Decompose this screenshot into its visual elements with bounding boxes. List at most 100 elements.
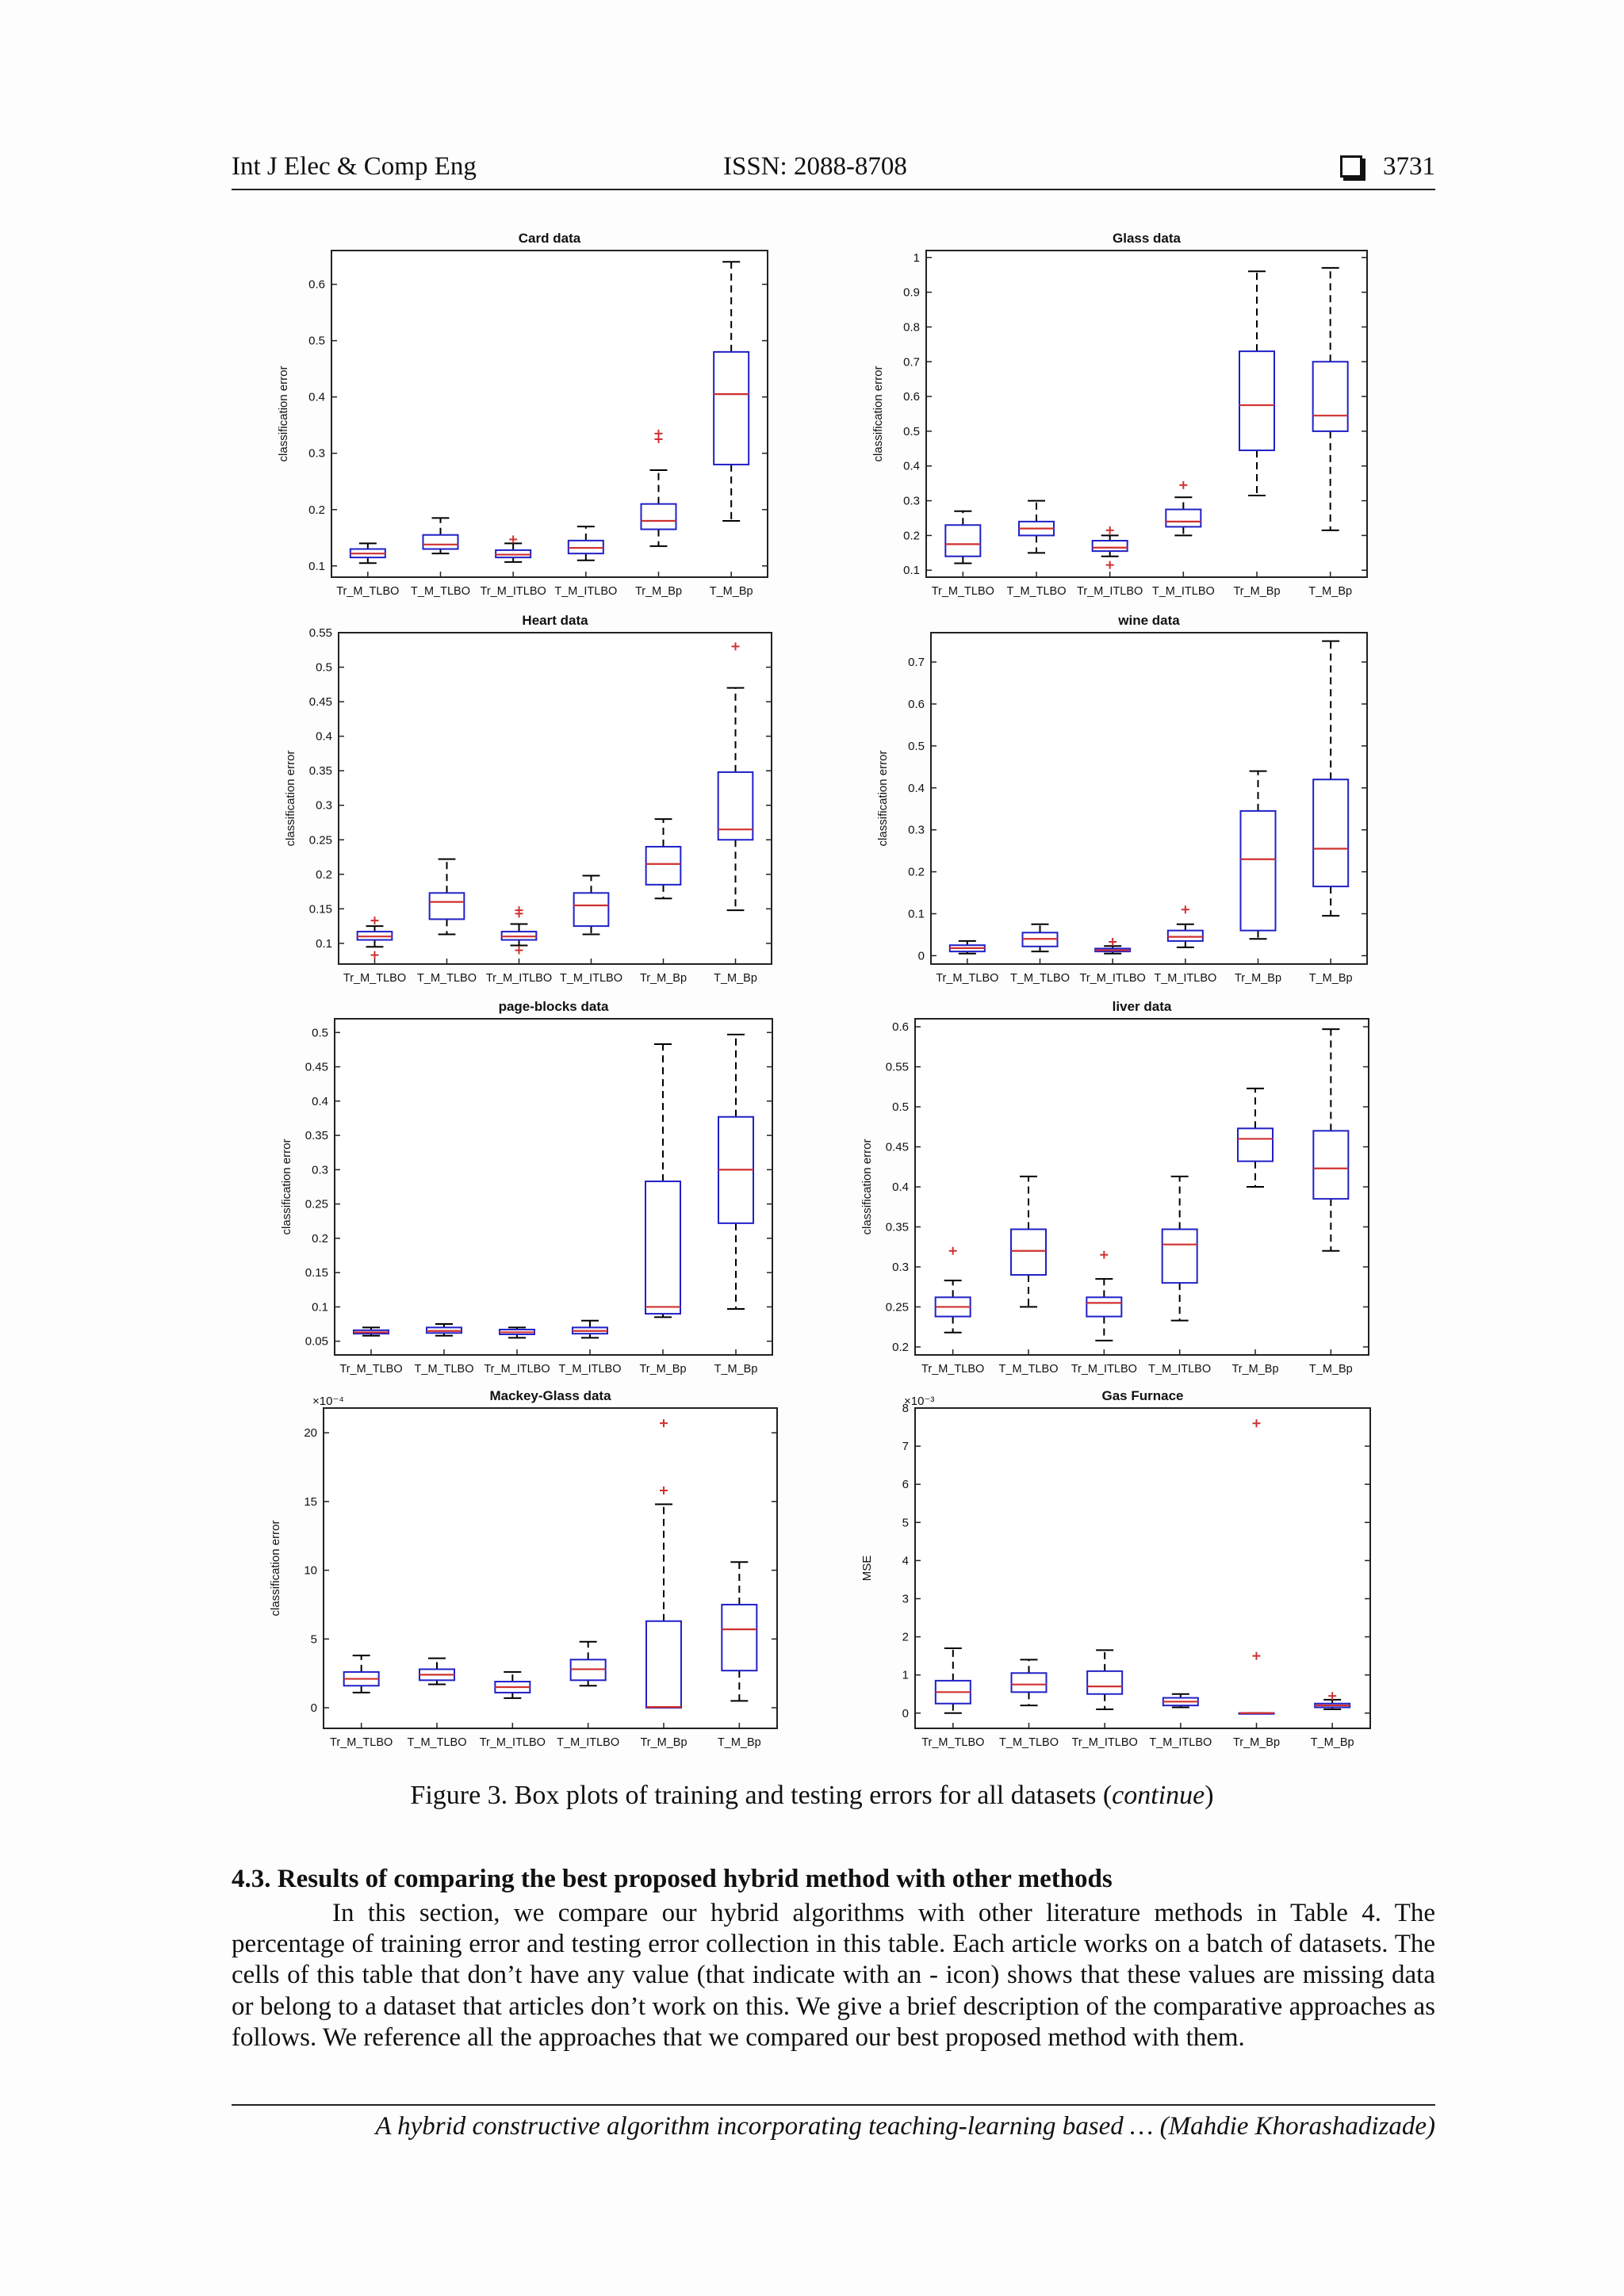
box-plot-T_M_ITLBO [569, 1640, 607, 1687]
outlier-marker [370, 951, 379, 959]
x-tick-label: Tr_M_Bp [1231, 1363, 1278, 1376]
box-plot-Tr_M_TLBO [353, 1326, 389, 1337]
iqr-box [1161, 1228, 1198, 1284]
y-tick-label: 0.4 [308, 391, 325, 404]
y-tick-label: 0.35 [309, 764, 332, 778]
y-tick-label: 0.2 [903, 529, 920, 542]
x-tick-label: T_M_ITLBO [1149, 1736, 1212, 1749]
y-tick-label: 0.5 [908, 740, 925, 753]
x-tick-label: T_M_Bp [718, 1736, 761, 1749]
y-tick-label: 0.7 [903, 355, 920, 369]
iqr-box [645, 1181, 681, 1315]
x-tick-label: Tr_M_TLBO [921, 1736, 984, 1749]
y-tick-label: 0.2 [308, 503, 325, 517]
y-axis-label: classification error [284, 751, 297, 847]
y-tick-label: 0.5 [316, 661, 332, 675]
iqr-box [1086, 1670, 1124, 1695]
x-tick-label: Tr_M_ITLBO [1072, 1736, 1138, 1749]
y-tick-label: 0.2 [316, 868, 332, 882]
iqr-box [1312, 1130, 1350, 1200]
x-tick-label: Tr_M_Bp [1233, 585, 1280, 598]
plot-area [914, 1018, 1369, 1356]
y-tick-label: 0.8 [903, 320, 920, 334]
iqr-box [944, 524, 982, 557]
box-plot-Tr_M_ITLBO [1091, 526, 1128, 569]
outlier-marker [370, 916, 379, 925]
running-header: Int J Elec & Comp Eng ISSN: 2088-8708 37… [232, 152, 1435, 190]
y-axis-label: classification error [871, 366, 885, 462]
y-tick-label: 0.3 [892, 1261, 909, 1274]
box-plot-Tr_M_Bp [645, 818, 682, 900]
y-tick-label: 0.55 [886, 1061, 909, 1074]
plot-area [914, 1407, 1371, 1729]
box-plot-T_M_TLBO [422, 517, 459, 555]
x-tick-label: T_M_ITLBO [1154, 972, 1216, 985]
box-plot-Tr_M_TLBO [944, 510, 982, 564]
iqr-box [713, 350, 750, 465]
box-plot-Tr_M_ITLBO [1094, 937, 1132, 955]
box-plot-Tr_M_Bp [1239, 770, 1277, 940]
y-axis-label: classification error [269, 1521, 282, 1617]
box-plot-Tr_M_TLBO [948, 939, 986, 955]
y-tick-label: 0.4 [316, 730, 332, 744]
y-tick-label: 0.3 [316, 799, 332, 813]
box-plot-Tr_M_Bp [1238, 1419, 1275, 1715]
x-tick-label: T_M_TLBO [1010, 972, 1070, 985]
journal-abbrev: Int J Elec & Comp Eng [232, 152, 477, 181]
y-tick-label: 0.15 [305, 1266, 328, 1280]
y-tick-label: 0 [902, 1707, 909, 1720]
y-tick-label: 0.35 [886, 1220, 909, 1234]
box-plot-T_M_Bp [1312, 266, 1349, 531]
y-tick-label: 0.35 [305, 1129, 328, 1142]
y-tick-label: 0.2 [892, 1341, 909, 1354]
outlier-marker [1252, 1651, 1261, 1660]
y-tick-label: 0.15 [309, 902, 332, 916]
iqr-box [1086, 1296, 1123, 1318]
running-footer: A hybrid constructive algorithm incorpor… [232, 2104, 1435, 2141]
iqr-box [1091, 539, 1128, 553]
y-tick-label: 0.4 [892, 1181, 909, 1194]
y-tick-label: 2 [902, 1631, 909, 1644]
x-tick-label: Tr_M_TLBO [336, 585, 399, 598]
x-tick-label: Tr_M_ITLBO [1077, 585, 1143, 598]
box-plot-figure: Card data classification error 0.1 0.2 0.3 0.… [269, 231, 1371, 1749]
x-tick-label: T_M_ITLBO [560, 972, 622, 985]
y-tick-label: 0.45 [309, 695, 332, 709]
chart-panel: Heart data classification error 0.1 0.15 0.2… [284, 613, 772, 985]
box-plot-T_M_ITLBO [572, 1319, 608, 1339]
chart-title: Card data [519, 231, 581, 246]
box-plot-Tr_M_ITLBO [1086, 1250, 1123, 1341]
outlier-marker [1105, 526, 1114, 534]
y-tick-label: 0.5 [312, 1026, 328, 1039]
box-plot-T_M_Bp [713, 261, 750, 522]
y-tick-label: 0.1 [312, 1300, 328, 1314]
box-plot-Tr_M_ITLBO [499, 1326, 535, 1339]
box-plot-T_M_Bp [1312, 640, 1350, 917]
x-tick-label: T_M_TLBO [999, 1363, 1059, 1376]
y-tick-label: 0.6 [908, 698, 925, 711]
y-tick-label: 0.6 [308, 278, 325, 292]
y-tick-label: 0.6 [892, 1020, 909, 1034]
iqr-box [1165, 508, 1202, 528]
chart-title: Mackey-Glass data [489, 1388, 611, 1403]
outlier-marker [509, 535, 518, 544]
iqr-box [721, 1603, 758, 1672]
box-plot-T_M_ITLBO [1166, 905, 1204, 948]
box-plot-T_M_TLBO [1018, 499, 1055, 554]
x-tick-label: T_M_Bp [710, 585, 753, 598]
plot-area [323, 1407, 778, 1729]
y-tick-label: 0.3 [312, 1163, 328, 1177]
y-tick-label: 0.1 [308, 560, 325, 573]
outlier-marker [1252, 1419, 1261, 1428]
chart-title: Glass data [1113, 231, 1182, 246]
box-plot-Tr_M_ITLBO [494, 1670, 531, 1699]
iqr-box [428, 892, 465, 920]
y-tick-label: 0 [918, 949, 925, 962]
x-tick-label: Tr_M_TLBO [339, 1363, 402, 1376]
iqr-box [1010, 1228, 1047, 1276]
iqr-box [645, 845, 682, 886]
x-tick-label: Tr_M_TLBO [330, 1736, 393, 1749]
x-tick-label: Tr_M_ITLBO [486, 972, 552, 985]
outlier-marker [515, 946, 523, 955]
y-axis-label: classification error [860, 1139, 874, 1235]
